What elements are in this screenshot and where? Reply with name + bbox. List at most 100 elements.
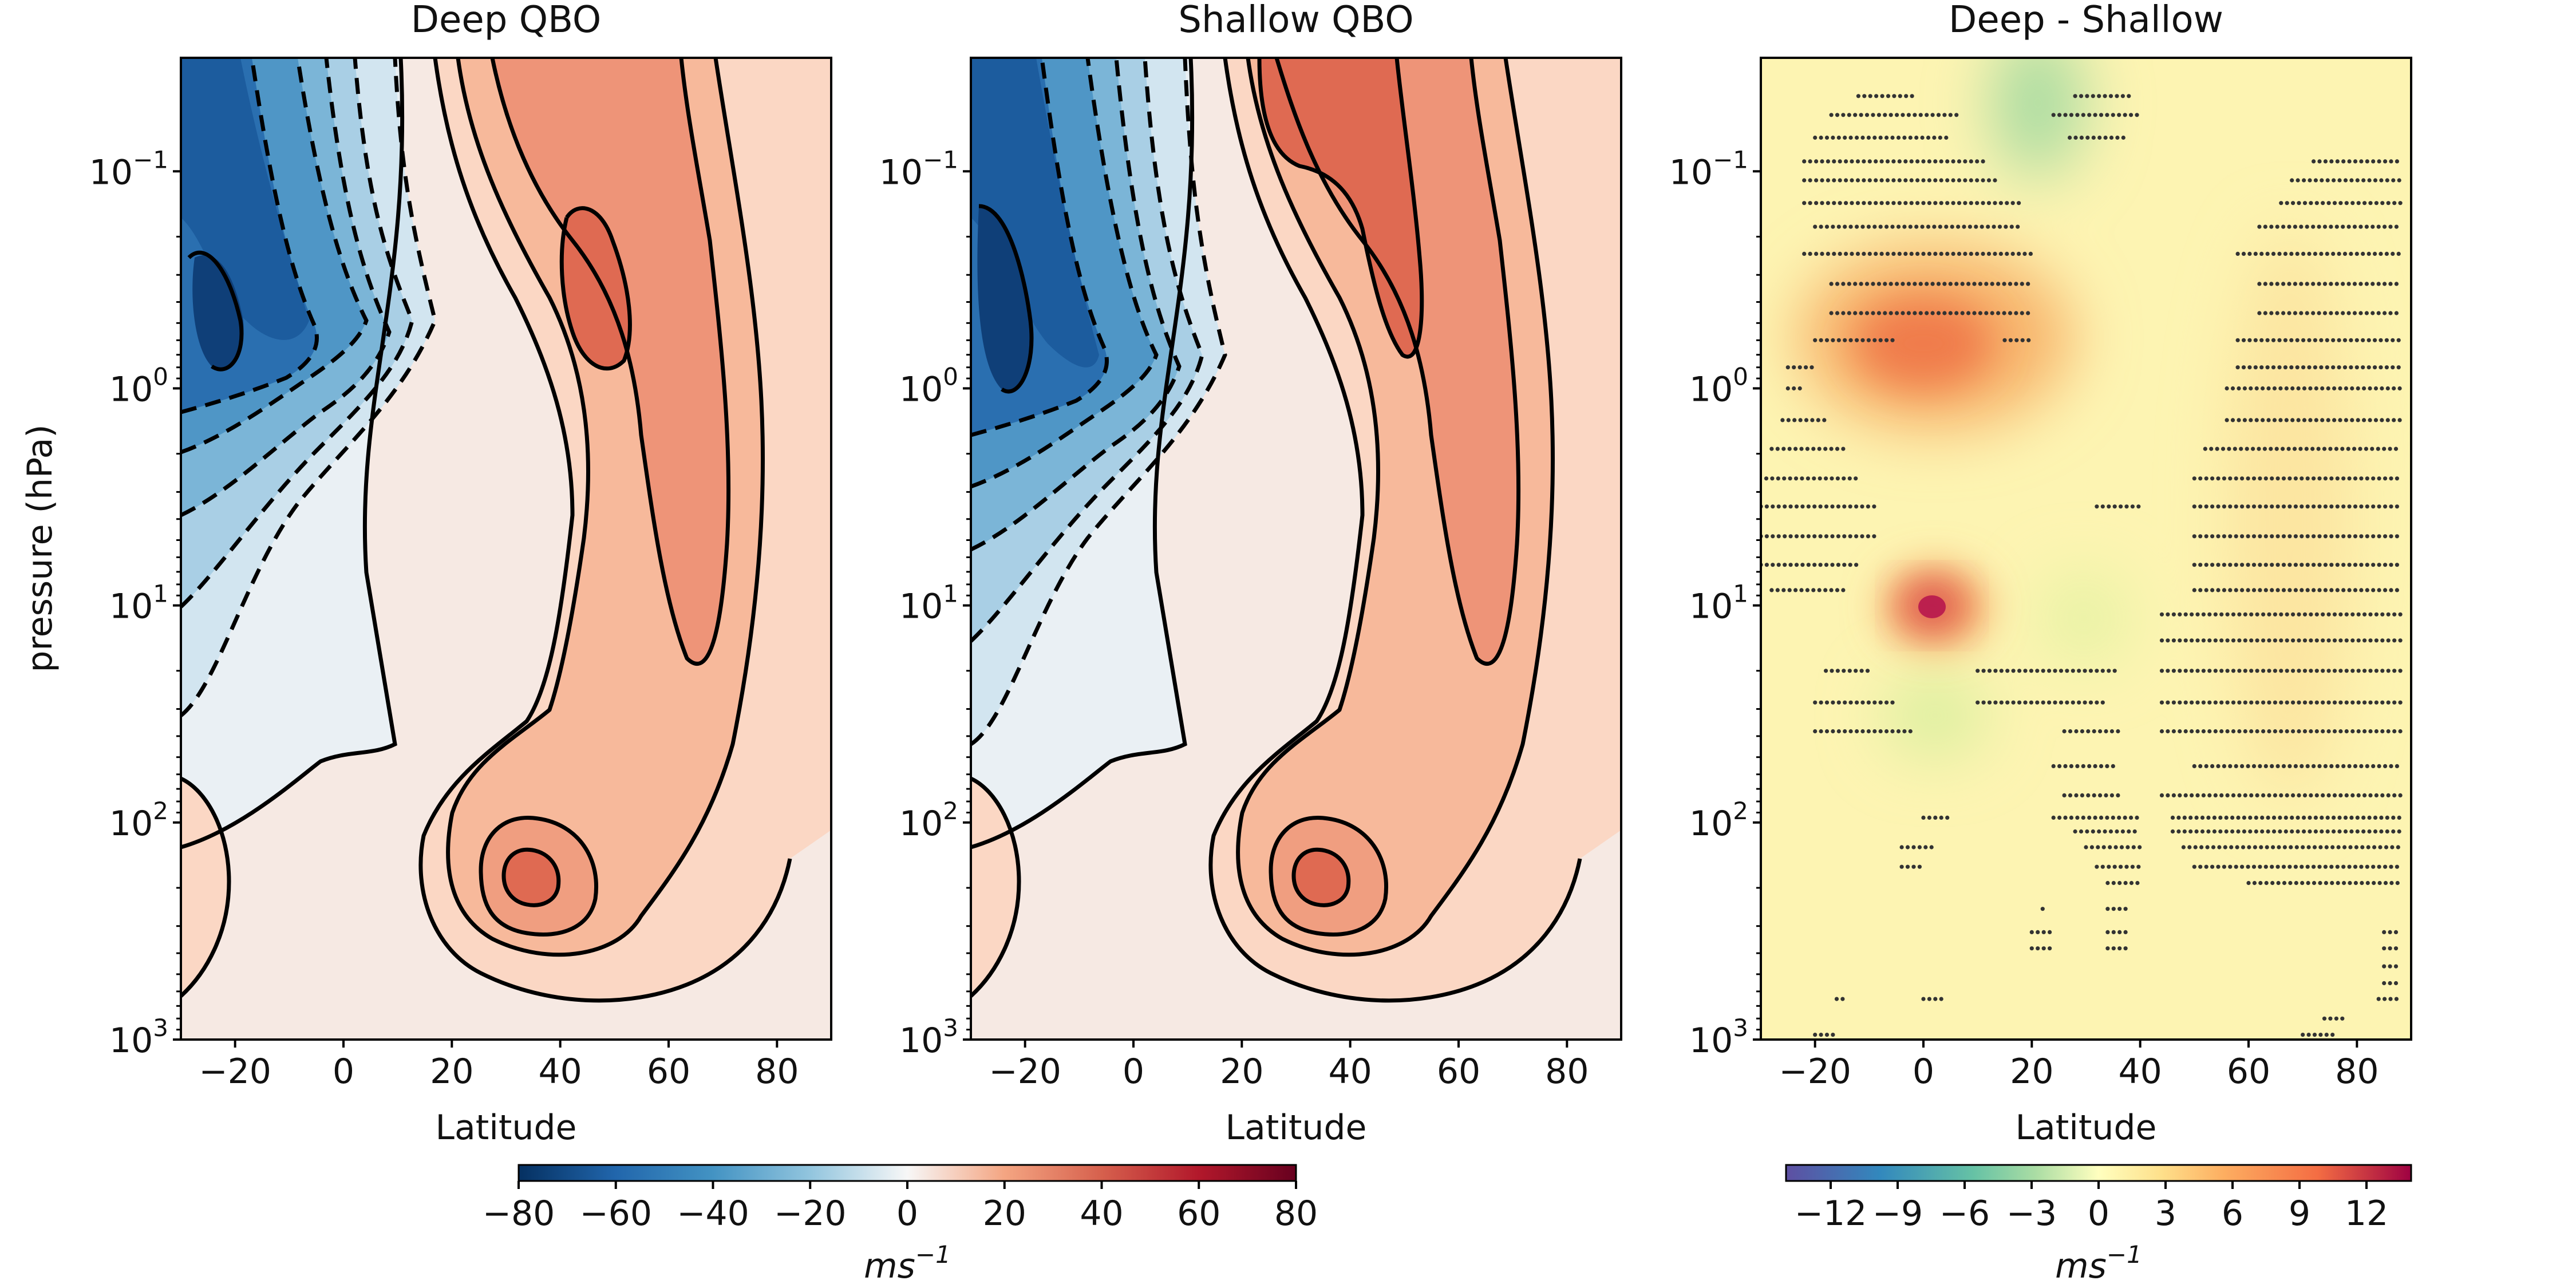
significance-dot [1976,669,1980,673]
significance-dot [2362,793,2367,797]
significance-dot [2347,563,2352,567]
significance-dot [2309,201,2313,206]
significance-dot [2397,829,2401,834]
significance-dot [2377,476,2381,481]
significance-dot [1850,178,1854,183]
significance-dot [2344,669,2349,673]
significance-dot [2388,981,2392,986]
significance-dot [2344,793,2349,797]
significance-dot [2290,418,2295,422]
significance-dot [2123,907,2128,911]
significance-dot [1829,282,1834,286]
significance-dot [2129,815,2134,820]
significance-dot [2391,829,2396,834]
significance-dot [1915,201,1920,206]
significance-dot [1945,815,1950,820]
x-tick-label: 20 [1220,1052,1263,1092]
significance-dot [2356,201,2361,206]
significance-dot [1781,588,1786,592]
significance-dot [2085,135,2090,140]
significance-dot [2388,224,2393,229]
significance-dot [2277,365,2282,370]
significance-dot [2376,447,2380,451]
significance-dot [1813,135,1818,140]
significance-dot [2218,815,2223,820]
significance-dot [2166,700,2170,705]
significance-dot [2336,880,2340,886]
significance-dot [2346,224,2351,229]
significance-dot [2009,224,2014,229]
significance-dot [2343,178,2348,183]
significance-dot [2258,588,2262,592]
significance-dot [2121,135,2125,140]
significance-dot [2243,669,2247,673]
significance-dot [1811,588,1816,592]
significance-dot [2368,418,2372,422]
significance-dot [2255,729,2259,734]
significance-dot [1938,224,1942,229]
significance-dot [1836,534,1840,539]
significance-dot [1986,178,1992,183]
significance-dot [2242,815,2246,820]
colorbar-tick-label: 60 [1177,1194,1220,1234]
significance-dot [2047,700,2052,705]
significance-dot [2355,178,2360,183]
significance-dot [1817,447,1822,451]
significance-dot [2225,793,2230,797]
significance-dot [2312,563,2316,567]
y-tick-label: 103 [1689,1014,1748,1061]
significance-dot [2176,829,2181,834]
significance-dot [1859,311,1863,315]
significance-dot [2263,588,2268,592]
significance-dot [1918,311,1923,315]
significance-dot [1792,418,1797,422]
significance-dot [2344,729,2349,734]
significance-dot [1939,201,1943,206]
significance-dot [2394,997,2399,1001]
significance-dot [2300,476,2304,481]
significance-dot [1832,178,1836,183]
significance-dot [2371,864,2376,869]
significance-dot [1813,1033,1818,1037]
significance-dot [2079,94,2084,98]
significance-dot [2026,311,2030,315]
significance-dot [1854,504,1859,509]
significance-dot [2281,504,2286,509]
y-tick-label: 10−1 [89,145,168,192]
significance-dot [2356,729,2361,734]
significance-dot [2312,880,2317,886]
significance-dot [2193,845,2198,850]
significance-dot [2105,764,2109,768]
significance-dot [1855,224,1859,229]
significance-dot [1841,113,1846,117]
significance-dot [2263,311,2267,315]
colorbar-tick-label: −3 [2006,1194,2057,1234]
significance-dot [2376,311,2381,315]
x-axis-label: Latitude [436,1108,577,1148]
significance-dot [2301,338,2306,342]
significance-dot [1805,588,1809,592]
significance-dot [2190,729,2194,734]
significance-dot [1980,224,1984,229]
significance-dot [2353,764,2358,768]
significance-dot [2341,159,2346,164]
significance-dot [2241,251,2246,256]
significance-dot [2247,338,2252,342]
significance-dot [2240,534,2245,539]
significance-dot [2283,829,2288,834]
significance-dot [2107,669,2111,673]
significance-dot [2301,365,2306,370]
significance-dot [2281,476,2286,481]
significance-dot [2389,864,2393,869]
significance-dot [2204,563,2208,567]
significance-dot [1902,135,1907,140]
significance-dot [2391,338,2395,342]
significance-dot [2273,793,2277,797]
significance-dot [2314,386,2318,391]
significance-dot [1896,224,1901,229]
significance-dot [2344,418,2348,422]
significance-dot [1890,338,1895,342]
significance-dot [1788,563,1793,567]
significance-dot [2395,534,2399,539]
significance-dot [1819,135,1823,140]
